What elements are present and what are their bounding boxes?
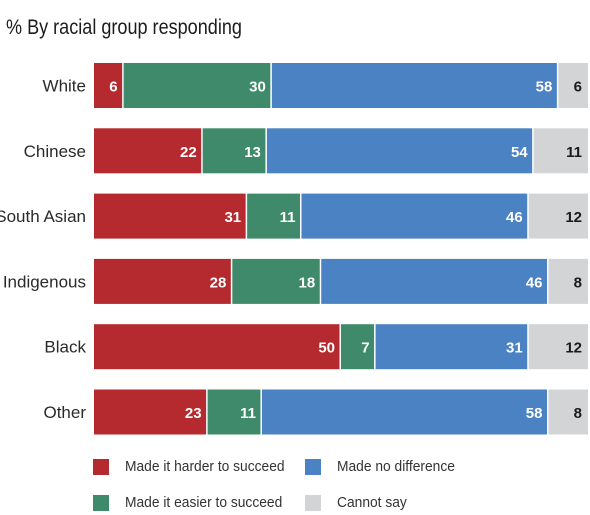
- legend-item-harder: Made it harder to succeed: [93, 458, 298, 475]
- bar-segment-other-harder: [94, 389, 207, 435]
- bar-segment-white-cannot-say: [558, 63, 588, 108]
- value-label-indigenous-no-difference: 46: [526, 274, 543, 291]
- value-label-black-easier: 7: [361, 340, 369, 357]
- bar-segment-black-no-difference: [375, 324, 528, 370]
- value-label-indigenous-cannot-say: 8: [574, 274, 582, 291]
- category-label-chinese: Chinese: [24, 142, 86, 161]
- bar-segment-chinese-easier: [202, 128, 266, 174]
- value-label-indigenous-harder: 28: [210, 274, 227, 291]
- value-label-white-no-difference: 58: [536, 79, 553, 96]
- chart-legend: Made it harder to succeed Made no differ…: [93, 456, 493, 514]
- bar-segment-black-harder: [94, 324, 340, 370]
- legend-label-no-difference: Made no difference: [337, 458, 455, 475]
- bar-segment-indigenous-cannot-say: [548, 258, 588, 304]
- bar-segment-chinese-cannot-say: [533, 128, 588, 174]
- stacked-bar-chart: White 6 30 58 6 Chinese 22 13 54 11 South Asian 31 1…: [0, 63, 588, 435]
- value-label-black-cannot-say: 12: [565, 340, 582, 357]
- bar-segment-white-easier: [123, 63, 271, 108]
- value-label-indigenous-easier: 18: [299, 274, 316, 291]
- value-label-chinese-no-difference: 54: [511, 144, 528, 161]
- legend-item-cannot-say: Cannot say: [305, 494, 413, 511]
- legend-swatch-harder: [93, 458, 109, 475]
- bar-segment-chinese-no-difference: [266, 128, 533, 174]
- bar-segment-indigenous-easier: [232, 258, 320, 304]
- value-label-south-asian-easier: 11: [280, 209, 296, 226]
- value-label-other-easier: 11: [240, 405, 256, 422]
- bar-segment-black-cannot-say: [528, 324, 588, 370]
- category-label-indigenous: Indigenous: [3, 272, 86, 291]
- value-label-black-no-difference: 31: [506, 340, 523, 357]
- bar-segment-black-easier: [341, 324, 375, 370]
- legend-item-no-difference: Made no difference: [305, 458, 465, 475]
- legend-swatch-no-difference: [305, 458, 321, 475]
- legend-item-easier: Made it easier to succeed: [93, 494, 296, 511]
- bar-segment-chinese-harder: [94, 128, 202, 174]
- bar-segment-south-asian-easier: [247, 193, 300, 239]
- bar-segment-south-asian-cannot-say: [528, 193, 588, 239]
- legend-label-cannot-say: Cannot say: [337, 494, 407, 511]
- value-label-white-easier: 30: [249, 79, 266, 96]
- value-label-chinese-harder: 22: [180, 144, 197, 161]
- value-label-other-harder: 23: [185, 405, 202, 422]
- bar-segment-other-easier: [207, 389, 261, 435]
- value-label-south-asian-no-difference: 46: [506, 209, 523, 226]
- bar-segment-white-harder: [94, 63, 123, 108]
- value-label-south-asian-cannot-say: 12: [565, 209, 582, 226]
- bar-segment-white-no-difference: [271, 63, 557, 108]
- bar-segment-south-asian-no-difference: [301, 193, 528, 239]
- category-label-white: White: [43, 77, 86, 96]
- bar-segment-other-no-difference: [261, 389, 547, 435]
- value-label-white-cannot-say: 6: [574, 79, 582, 96]
- value-label-other-no-difference: 58: [526, 405, 543, 422]
- bar-segment-indigenous-no-difference: [321, 258, 547, 304]
- value-label-white-harder: 6: [109, 79, 117, 96]
- bar-segment-south-asian-harder: [94, 193, 246, 239]
- value-label-black-harder: 50: [318, 340, 335, 357]
- legend-swatch-cannot-say: [305, 494, 321, 511]
- value-label-other-cannot-say: 8: [574, 405, 582, 422]
- category-label-other: Other: [43, 403, 86, 422]
- legend-swatch-easier: [93, 494, 109, 511]
- value-label-south-asian-harder: 31: [224, 209, 241, 226]
- value-label-chinese-cannot-say: 11: [566, 144, 582, 161]
- chart-subtitle: % By racial group responding: [6, 16, 242, 39]
- bar-segment-other-cannot-say: [548, 389, 588, 435]
- category-label-south-asian: South Asian: [0, 207, 86, 226]
- value-label-chinese-easier: 13: [244, 144, 261, 161]
- bar-segment-indigenous-harder: [94, 258, 231, 304]
- category-label-black: Black: [44, 338, 86, 357]
- legend-label-harder: Made it harder to succeed: [125, 458, 285, 475]
- legend-label-easier: Made it easier to succeed: [125, 494, 283, 511]
